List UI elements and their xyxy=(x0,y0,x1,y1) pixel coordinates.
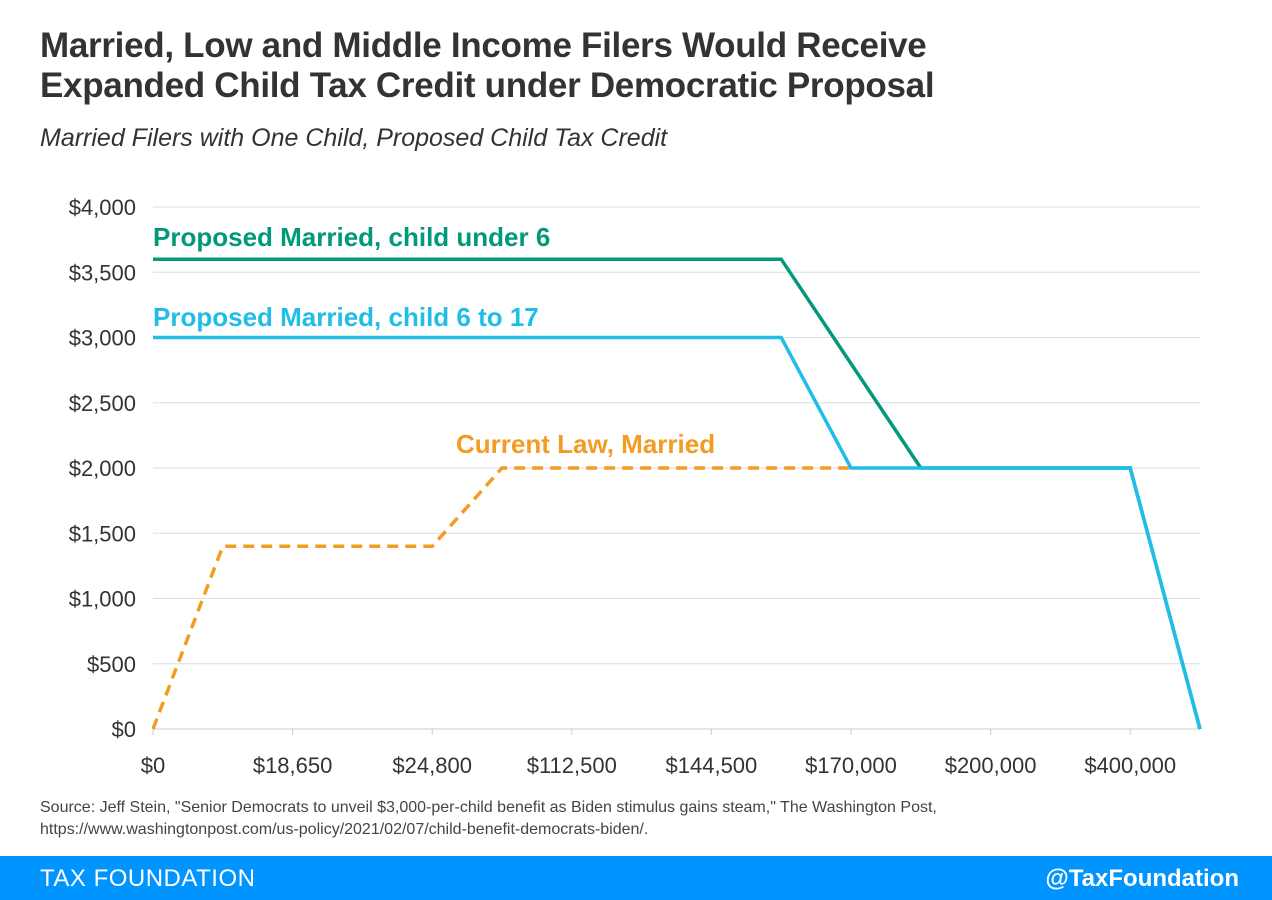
series-lines xyxy=(151,257,1202,730)
series-line xyxy=(151,466,851,730)
x-tick-label: $144,500 xyxy=(666,753,758,778)
source-line-2: https://www.washingtonpost.com/us-policy… xyxy=(40,821,649,838)
x-tick-label: $0 xyxy=(141,753,165,778)
title-line-2: Expanded Child Tax Credit under Democrat… xyxy=(40,66,935,105)
source-line-1: Source: Jeff Stein, "Senior Democrats to… xyxy=(40,799,937,816)
chart-title: Married, Low and Middle Income Filers Wo… xyxy=(40,26,1240,106)
line-chart: $0 $500 $1,000 $1,500 $2,000 $2,500 $3,000 $3,5… xyxy=(69,195,1202,778)
x-tick-label: $112,500 xyxy=(527,753,617,778)
y-tick-label: $2,500 xyxy=(69,391,136,416)
y-tick-label: $3,500 xyxy=(69,260,136,285)
y-tick-label: $3,000 xyxy=(69,326,136,351)
y-tick-label: $500 xyxy=(87,652,136,677)
brand-logo-text: TAX FOUNDATION xyxy=(40,865,256,892)
series-line xyxy=(153,335,1202,730)
y-tick-label: $1,500 xyxy=(69,521,136,546)
y-tick-label: $1,000 xyxy=(69,587,136,612)
series-label: Proposed Married, child 6 to 17 xyxy=(153,302,539,332)
source-note: Source: Jeff Stein, "Senior Democrats to… xyxy=(40,797,1240,841)
title-line-1: Married, Low and Middle Income Filers Wo… xyxy=(40,26,927,65)
x-tick-label: $24,800 xyxy=(392,753,472,778)
x-tick-label: $400,000 xyxy=(1084,753,1176,778)
twitter-handle[interactable]: @TaxFoundation xyxy=(1045,865,1239,892)
series-label: Proposed Married, child under 6 xyxy=(153,222,550,252)
y-tick-label: $0 xyxy=(112,717,136,742)
x-axis: $0 $18,650 $24,800 $112,500 $144,500 $170,000… xyxy=(141,728,1200,778)
series-labels: Proposed Married, child under 6 Proposed … xyxy=(153,222,715,459)
chart-subtitle: Married Filers with One Child, Proposed … xyxy=(40,124,668,152)
series-label: Current Law, Married xyxy=(456,429,715,459)
x-tick-label: $170,000 xyxy=(805,753,897,778)
footer-bar: TAX FOUNDATION @TaxFoundation xyxy=(0,856,1272,900)
y-tick-label: $4,000 xyxy=(69,195,136,220)
y-axis-tick-labels: $0 $500 $1,000 $1,500 $2,000 $2,500 $3,000 $3,5… xyxy=(69,195,136,742)
x-tick-label: $200,000 xyxy=(945,753,1037,778)
y-tick-label: $2,000 xyxy=(69,456,136,481)
x-tick-label: $18,650 xyxy=(253,753,333,778)
